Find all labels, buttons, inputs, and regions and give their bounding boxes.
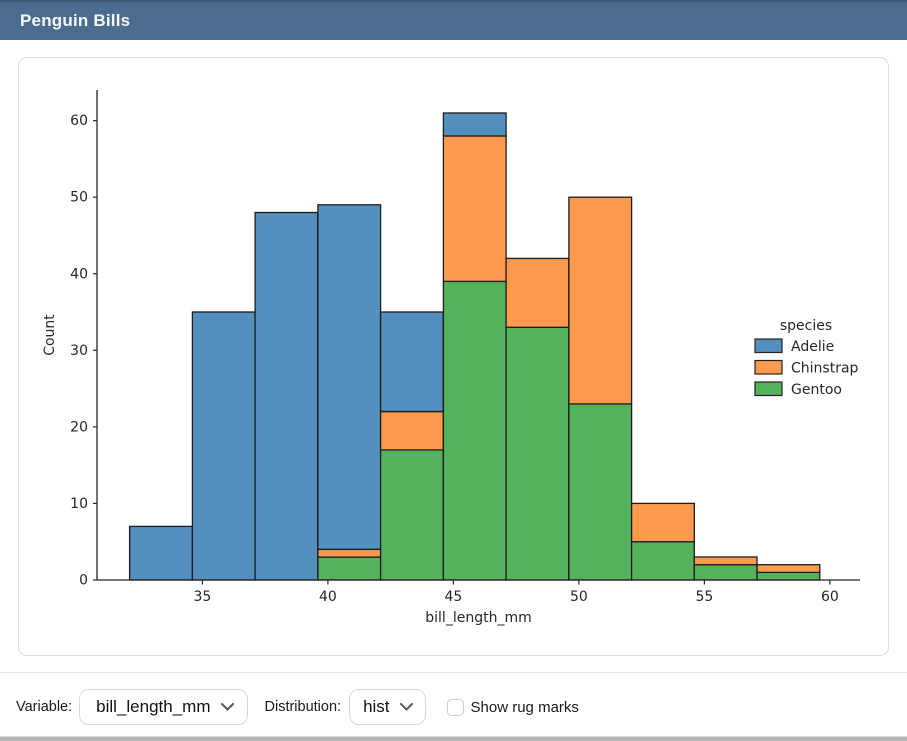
bar-segment-adelie	[128, 525, 193, 581]
legend-label-gentoo: Gentoo	[791, 382, 842, 398]
histogram-chart: 0 10 20 30 40 50 60 35 40 45 50 55 60 bill_length_mm C…	[42, 90, 860, 626]
legend-label-chinstrap: Chinstrap	[791, 361, 859, 377]
y-tick-label: 40	[70, 266, 88, 282]
bar-segment-gentoo	[693, 564, 758, 581]
bar-segment-adelie	[379, 311, 444, 413]
variable-select-value: bill_length_mm	[96, 697, 211, 716]
y-tick-label: 0	[79, 573, 88, 589]
x-axis-ticks: 35 40 45 50 55 60	[194, 580, 839, 605]
bar-segment-chinstrap	[442, 135, 507, 283]
y-tick-label: 60	[70, 113, 88, 129]
x-tick-label: 55	[695, 589, 713, 605]
x-tick-label: 60	[821, 589, 839, 605]
chart-legend: species Adelie Chinstrap Gentoo	[754, 318, 859, 398]
y-axis-ticks: 0 10 20 30 40 50 60	[70, 113, 97, 589]
legend-swatch-adelie	[754, 338, 783, 354]
x-tick-label: 40	[319, 589, 337, 605]
y-tick-label: 20	[70, 419, 88, 435]
y-tick-label: 10	[70, 496, 88, 512]
app-title: Penguin Bills	[20, 11, 131, 30]
window-bottom-edge	[0, 736, 907, 741]
control-bar: Variable: bill_length_mm Distribution: h…	[16, 689, 579, 725]
footer-divider	[0, 672, 907, 673]
x-axis-label: bill_length_mm	[425, 610, 531, 626]
x-tick-label: 45	[444, 589, 462, 605]
bar-segment-gentoo	[568, 403, 633, 581]
bar-segment-gentoo	[630, 541, 695, 581]
distribution-label: Distribution:	[264, 699, 342, 715]
bar-segment-adelie	[254, 211, 319, 581]
variable-select[interactable]: bill_length_mm	[79, 689, 248, 725]
legend-swatch-chinstrap	[754, 359, 783, 375]
bar-segment-gentoo	[505, 326, 570, 581]
bar-segment-gentoo	[379, 449, 444, 581]
bar-segment-chinstrap	[630, 502, 695, 543]
variable-label: Variable:	[16, 699, 73, 715]
bar-segment-chinstrap	[379, 410, 444, 451]
legend-title: species	[780, 318, 832, 334]
legend-swatch-gentoo	[754, 381, 783, 397]
chevron-down-icon	[220, 703, 234, 711]
axes	[96, 90, 860, 581]
bar-segment-chinstrap	[568, 196, 633, 405]
chevron-down-icon	[399, 703, 413, 711]
distribution-select-value: hist	[363, 697, 390, 716]
x-tick-label: 35	[194, 589, 212, 605]
bar-segment-adelie	[442, 112, 507, 137]
bar-segment-adelie	[317, 204, 382, 550]
x-tick-label: 50	[570, 589, 588, 605]
y-tick-label: 30	[70, 343, 88, 359]
bar-segment-gentoo	[317, 556, 382, 581]
bar-segment-chinstrap	[756, 564, 821, 574]
bar-segment-gentoo	[442, 280, 507, 581]
y-axis-label: Count	[42, 314, 58, 356]
y-tick-label: 50	[70, 190, 88, 206]
bar-segment-chinstrap	[505, 257, 570, 328]
bar-segment-chinstrap	[317, 548, 382, 558]
histogram-bars	[128, 112, 821, 581]
chart-card: 0 10 20 30 40 50 60 35 40 45 50 55 60 bill_length_mm C…	[18, 57, 889, 656]
title-bar: Penguin Bills	[0, 0, 907, 40]
bar-segment-chinstrap	[693, 556, 758, 566]
distribution-select[interactable]: hist	[349, 689, 426, 725]
bar-segment-gentoo	[756, 571, 821, 581]
rug-label: Show rug marks	[470, 698, 579, 716]
legend-label-adelie: Adelie	[791, 339, 834, 355]
bar-segment-adelie	[191, 311, 256, 581]
rug-checkbox[interactable]	[446, 698, 464, 716]
